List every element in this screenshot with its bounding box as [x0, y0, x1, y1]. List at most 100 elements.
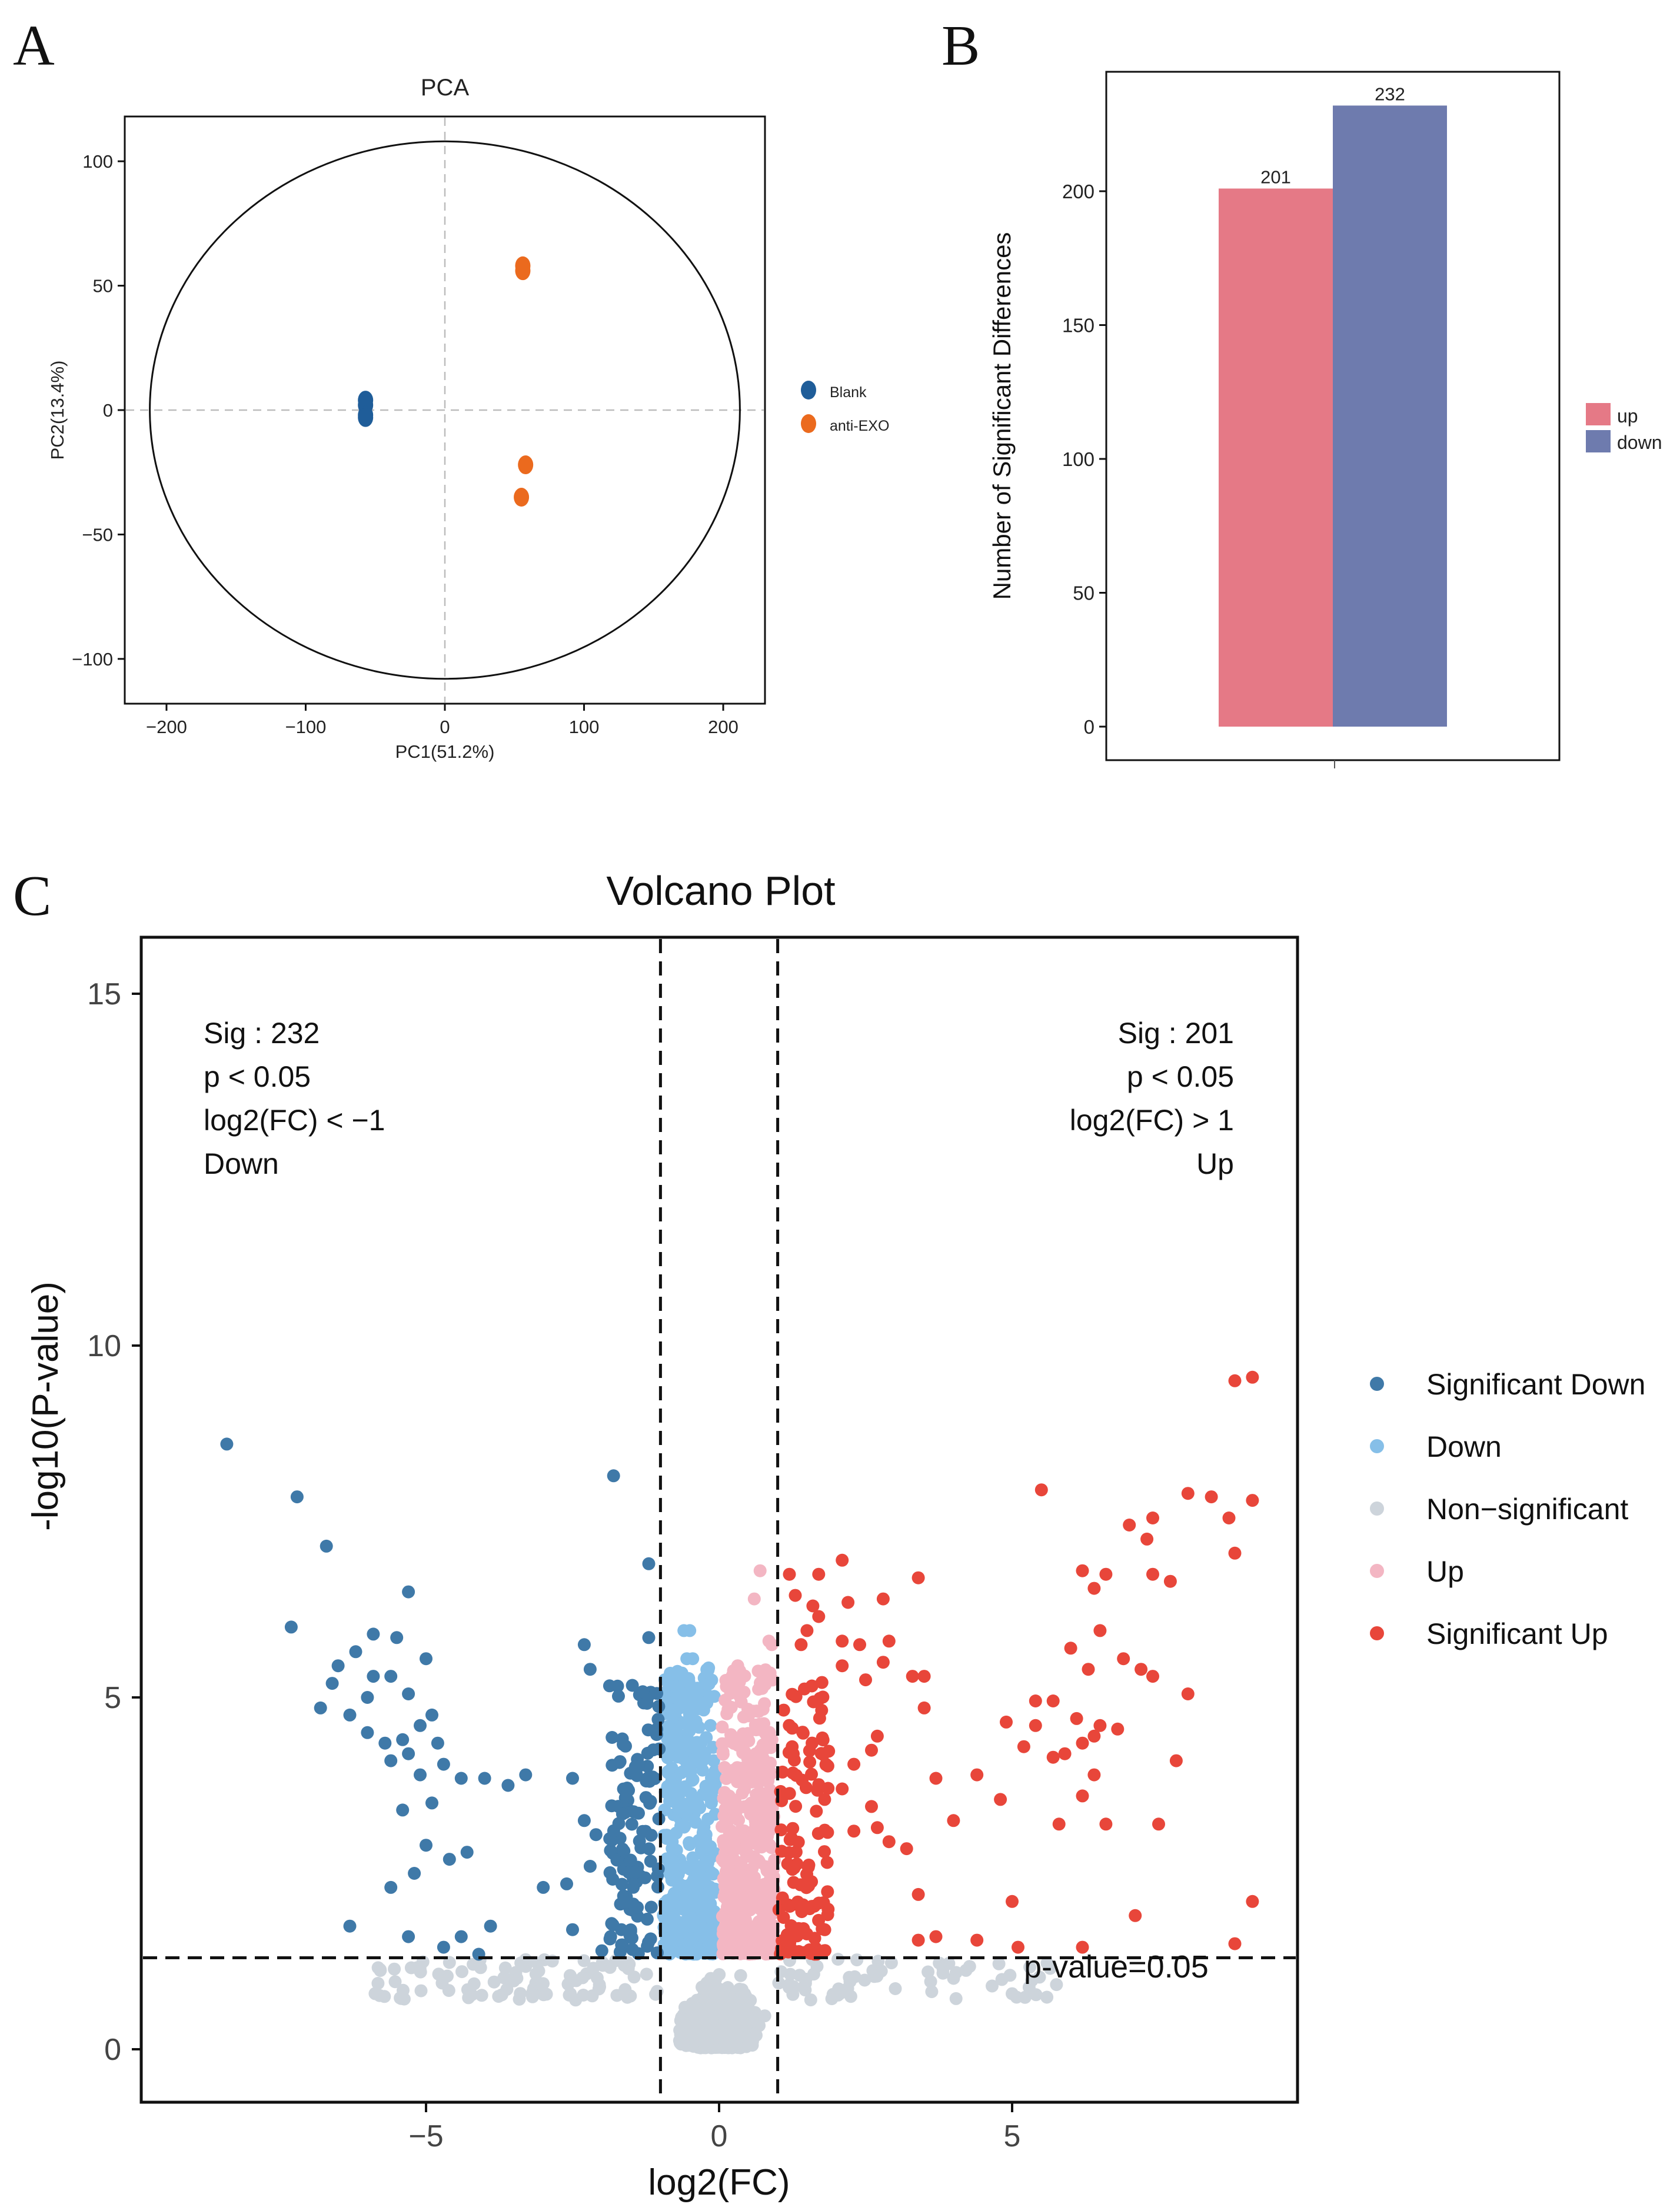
pca-legend-anti-exo: anti-EXO — [830, 418, 889, 434]
sig-down-point — [390, 1631, 404, 1644]
volcano-y-axis: 0 5 10 15 — [87, 977, 141, 2067]
sig-up-point — [787, 1753, 801, 1767]
up-point — [764, 1841, 778, 1855]
sig-down-point — [640, 1697, 654, 1710]
sig-down-point — [583, 1663, 597, 1676]
down-point — [676, 1859, 689, 1872]
sig-down-point — [613, 1756, 626, 1769]
sig-up-point — [1082, 1663, 1095, 1676]
down-point — [703, 1910, 716, 1924]
sig-up-point — [1246, 1895, 1259, 1908]
sig-up-point — [818, 1793, 831, 1806]
nonsig-point — [537, 1988, 550, 2002]
sig-down-point — [454, 1930, 468, 1943]
down-point — [662, 1918, 676, 1932]
sig-down-point — [616, 1877, 628, 1891]
legend-nonsig-marker — [1370, 1501, 1384, 1516]
sig-down-point — [384, 1670, 398, 1683]
sig-up-point — [1163, 1574, 1177, 1588]
sig-up-point — [774, 1823, 788, 1837]
nonsig-point — [746, 2015, 759, 2028]
sig-down-point — [641, 1940, 654, 1953]
sig-down-point — [626, 1679, 639, 1692]
up-point — [750, 1704, 763, 1718]
up-point — [732, 1813, 746, 1827]
bar-chart: 0 50 100 150 200 201 232 Number of Significan… — [988, 71, 1662, 768]
down-point — [686, 1851, 700, 1865]
sig-up-point — [1169, 1754, 1183, 1767]
pca-y-tick-label: −50 — [82, 524, 113, 545]
sig-up-point — [847, 1825, 861, 1838]
sig-up-point — [917, 1670, 931, 1683]
bar-down-value-label: 232 — [1375, 84, 1405, 104]
volcano-x-tick-label: 5 — [1004, 2119, 1021, 2153]
volcano-x-tick-label: −5 — [408, 2119, 443, 2153]
sig-up-point — [1246, 1494, 1259, 1507]
sig-down-point — [618, 1791, 632, 1805]
down-point — [688, 1801, 702, 1815]
up-point — [726, 1796, 739, 1810]
nonsig-point — [700, 1976, 714, 1990]
up-point — [727, 1737, 741, 1750]
down-point — [667, 1945, 680, 1958]
bar-legend-down-swatch — [1586, 430, 1611, 452]
up-point — [726, 1669, 739, 1683]
sig-down-point — [623, 1929, 637, 1942]
nonsig-point — [986, 1979, 999, 1993]
pca-legend-blank-marker — [801, 381, 816, 399]
sig-up-point — [807, 1695, 820, 1709]
sig-up-point — [791, 1836, 805, 1849]
up-point — [752, 1820, 766, 1834]
sig-up-point — [1246, 1370, 1259, 1384]
sig-up-point — [781, 1945, 795, 1959]
nonsig-point — [467, 1977, 481, 1990]
nonsig-point — [465, 1988, 478, 2002]
nonsig-point — [529, 1976, 543, 1990]
legend-nonsig: Non−significant — [1426, 1493, 1628, 1526]
annotation-right-dir: Up — [1196, 1147, 1234, 1180]
up-point — [727, 1867, 740, 1881]
nonsig-point — [714, 2006, 727, 2020]
sig-up-point — [821, 1782, 835, 1795]
up-point — [722, 1933, 736, 1947]
sig-up-point — [797, 1946, 811, 1959]
down-point — [667, 1887, 681, 1900]
sig-up-point — [1087, 1582, 1101, 1595]
panel-label-a: A — [13, 14, 55, 78]
up-point — [742, 1830, 756, 1844]
up-point — [750, 1805, 764, 1818]
sig-up-point — [1017, 1740, 1030, 1753]
nonsig-point — [577, 1989, 590, 2002]
sig-up-point — [911, 1887, 925, 1901]
p-value-threshold-label: p-value=0.05 — [1024, 1949, 1209, 1985]
up-point — [756, 1787, 769, 1800]
up-point — [747, 1592, 761, 1606]
sig-up-point — [1111, 1722, 1125, 1736]
nonsig-point — [744, 1993, 757, 2007]
sig-down-point — [651, 1880, 664, 1894]
sig-up-point — [796, 1898, 810, 1912]
nonsig-point — [374, 1963, 387, 1976]
bar-up — [1219, 188, 1333, 727]
sig-up-point — [947, 1814, 960, 1827]
sig-down-point — [396, 1733, 410, 1746]
down-point — [668, 1935, 681, 1949]
sig-down-point — [425, 1796, 438, 1810]
sig-down-point — [583, 1860, 597, 1873]
sig-down-point — [624, 1853, 637, 1867]
up-point — [761, 1886, 775, 1899]
sig-down-point — [414, 1768, 427, 1782]
down-point — [708, 1778, 722, 1791]
down-point — [670, 1732, 683, 1744]
down-point — [701, 1812, 715, 1826]
sig-up-point — [1135, 1663, 1148, 1676]
sig-up-point — [789, 1800, 803, 1813]
sig-up-point — [1205, 1490, 1218, 1504]
nonsig-point — [388, 1962, 401, 1976]
bar-y-tick-label: 200 — [1062, 181, 1095, 202]
nonsig-point — [487, 1975, 501, 1989]
sig-up-point — [774, 1784, 787, 1798]
bar-legend-down: down — [1617, 432, 1662, 453]
sig-down-point — [361, 1691, 374, 1704]
up-point — [761, 1829, 774, 1843]
